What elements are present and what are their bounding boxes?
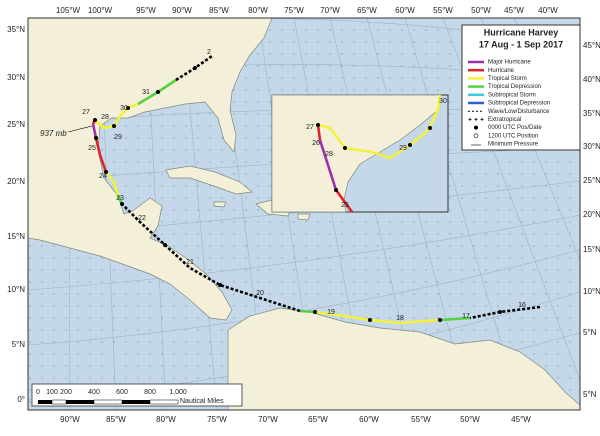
scale-tick-label: 200 [60,389,72,396]
track-date-label: 25 [88,145,96,152]
inset-date-label: 27 [306,124,314,131]
track-date-label: 23 [116,195,124,202]
track [91,54,541,325]
lon-label: 85°W [106,415,126,424]
track-date-label: 29 [114,134,122,141]
scale-unit: Nautical Miles [180,398,224,405]
legend-title: Hurricane Harvey [484,27,559,37]
inset [271,94,449,213]
lon-label: 90°W [172,6,192,15]
legend-label: Subtropical Storm [488,92,536,98]
legend-swatch [474,117,478,121]
lon-label: 100°W [88,6,113,15]
pressure-leader [67,125,93,133]
legend-swatch [473,133,479,139]
legend-label: Minimum Pressure [488,142,539,148]
lat-label: 30°N [583,142,600,151]
lon-label: 55°W [433,6,453,15]
track-date-label: 21 [186,259,194,266]
track-date-label: 2 [207,49,211,56]
track-date-label: 19 [327,309,335,316]
inset-date-label: 25 [341,202,349,209]
legend-label: Major Hurricane [488,60,531,66]
legend-swatch [474,125,478,130]
lon-label: 105°W [56,6,81,15]
legend-label: Extratropical [488,117,521,123]
scale-tick-label: 100 [46,389,58,396]
lat-label: 35°N [7,25,25,34]
legend-label: Tropical Storm [488,76,527,82]
lat-label: 40°N [583,75,600,84]
lon-label: 90°W [60,415,80,424]
lat-label: 5°N [583,328,597,337]
lat-label: 5°N [12,340,26,349]
inset-date-label: 26 [312,140,320,147]
legend-label: 1200 UTC Position [488,133,538,139]
map-frame [27,17,581,411]
lat-label: 30°N [7,73,25,82]
track-date-label: 22 [138,215,146,222]
lon-label: 60°W [359,415,379,424]
track-date-label: 24 [99,173,107,180]
lat-label: 45°N [583,41,600,50]
inset-date-label: 30 [439,98,447,105]
lon-label: 45°W [511,415,531,424]
inset-date-label: 29 [399,145,407,152]
legend-label: Hurricane [488,68,515,74]
track-date-label: 18 [396,315,404,322]
lon-label: 80°W [248,6,268,15]
lat-label: 15°N [7,232,25,241]
lon-label: 65°W [357,6,377,15]
track-date-label: 17 [462,313,470,320]
legend-label: Tropical Depression [488,84,541,90]
track-date-label: 31 [142,89,150,96]
lat-label: 15°N [583,245,600,254]
inset-date-label: 28 [325,151,333,158]
scale-tick-label: 600 [116,389,128,396]
lat-label: 0° [17,395,25,404]
lon-label: 50°W [460,415,480,424]
lon-label: 70°W [258,415,278,424]
lon-label: 45°W [504,6,524,15]
lat-label: 20°N [583,210,600,219]
legend-label: Wave/Low/Disturbance [488,109,550,115]
lat-label: 25°N [583,176,600,185]
lon-label: 65°W [308,415,328,424]
min-pressure-label: 937 mb [40,129,67,138]
scale-tick-label: 1,000 [169,389,187,396]
lon-label: 75°W [284,6,304,15]
lat-label: 35°N [583,109,600,118]
legend-label: 0000 UTC Pos/Date [488,125,542,131]
lon-label: 60°W [395,6,415,15]
legend-swatch [480,117,484,121]
lat-label: 10°N [7,285,25,294]
lon-label: 70°W [320,6,340,15]
scale-tick-label: 0 [36,389,40,396]
track-date-label: 30 [120,105,128,112]
lon-label: 80°W [156,415,176,424]
track-date-label: 28 [101,114,109,121]
lon-label: 40°W [538,6,558,15]
lat-label: 10°N [583,287,600,296]
track-date-label: 20 [256,290,264,297]
track-date-label: 16 [518,302,526,309]
lon-label: 50°W [471,6,491,15]
lat-label: 20°N [7,177,25,186]
lon-label: 85°W [209,6,229,15]
lat-label: 25°N [7,120,25,129]
lat-label: 5°N [583,390,597,399]
legend-swatch [468,117,472,121]
scale-tick-label: 800 [144,389,156,396]
scale-tick-label: 400 [88,389,100,396]
legend: Major Hurricane Hurricane Tropical Storm Tr… [468,60,550,148]
scale-bar [31,383,243,407]
legend-label: Subtropical Depression [488,101,550,107]
lon-label: 75°W [207,415,227,424]
lon-label: 55°W [411,415,431,424]
legend-subtitle: 17 Aug - 1 Sep 2017 [479,39,563,49]
track-date-label: 27 [82,109,90,116]
lon-label: 95°W [136,6,156,15]
